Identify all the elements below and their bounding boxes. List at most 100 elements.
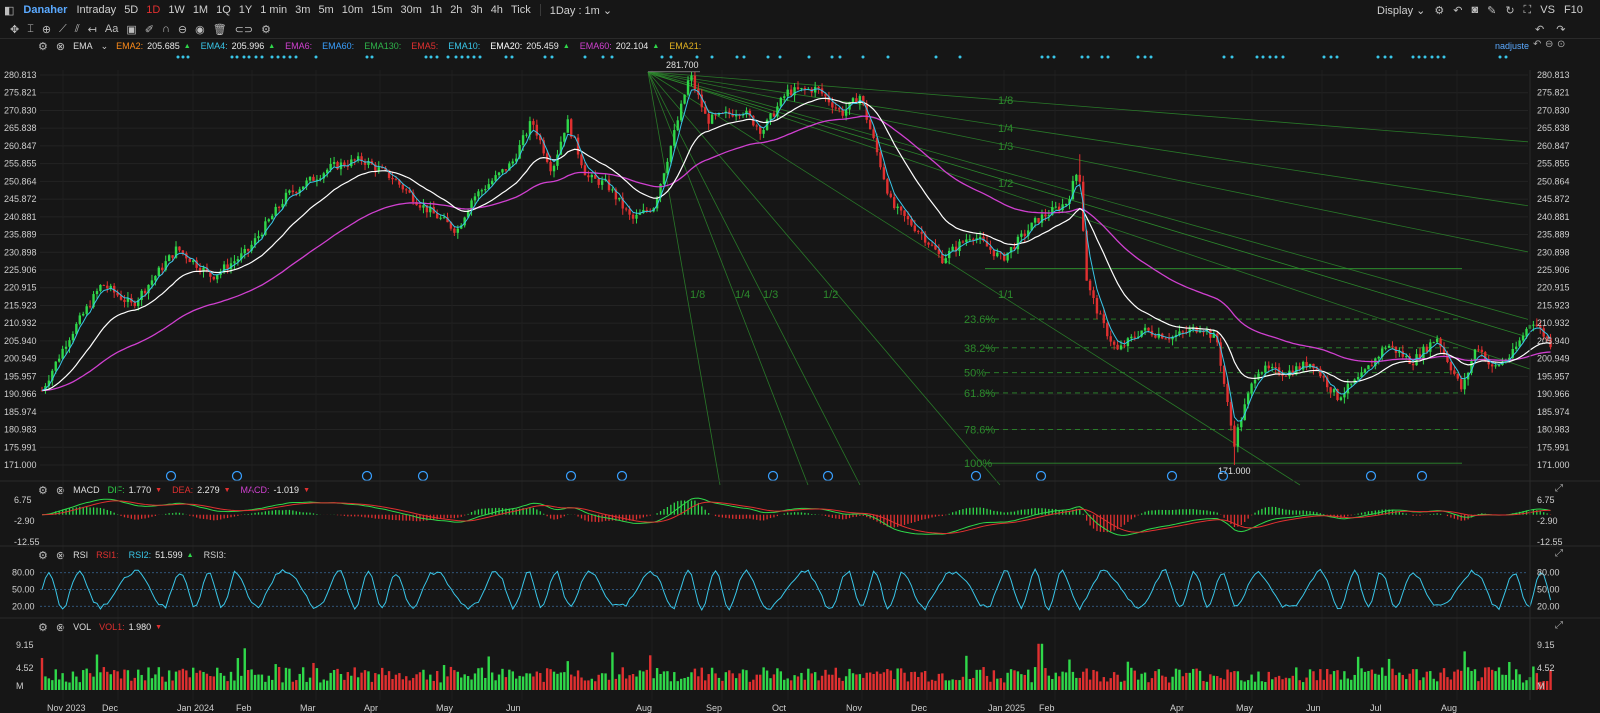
close-icon[interactable]: ⊗ [55,621,66,634]
forward-icon[interactable]: ↷ [1556,23,1566,36]
adjust-label[interactable]: nadjuste [1495,41,1530,51]
legend-item[interactable]: DEA: 2.279 ▼ [172,485,230,495]
channel-icon[interactable]: ⫽ [74,22,80,35]
legend-item[interactable]: RSI1: [96,550,119,560]
expand-icon[interactable]: ⤢ [1555,548,1563,559]
legend-item[interactable]: EMA60: 202.104 ▲ [580,41,660,51]
timeframe-10m[interactable]: 10m [341,4,364,16]
brush-icon[interactable]: ✐ [144,23,154,36]
timeframe-3h[interactable]: 3h [470,4,483,16]
timeframe-1w[interactable]: 1W [168,4,185,16]
timeframe-2h[interactable]: 2h [450,4,463,16]
pen-icon[interactable]: ✎ [1487,4,1497,17]
undo-icon[interactable]: ↶ [1453,4,1463,17]
vs-button[interactable]: VS [1540,4,1555,16]
magnet-icon[interactable]: ∩ [161,23,170,35]
undo-icon[interactable]: ↶ [1533,39,1542,50]
link-icon[interactable]: ⊂⊃ [234,23,254,36]
camera-icon[interactable]: ◙ [1471,4,1479,16]
candle-body [222,264,226,272]
note-icon[interactable]: ▣ [126,23,137,36]
timeframe-5m[interactable]: 5m [318,4,334,16]
settings-icon[interactable]: ⚙ [38,484,48,497]
gear-icon[interactable]: ⚙ [261,23,271,36]
fullscreen-icon[interactable]: ⛶ [1523,3,1532,16]
period-select[interactable]: 1Day : 1m ⌄ [549,4,613,17]
timeframe-tick[interactable]: Tick [510,4,531,16]
candle-body [673,130,676,146]
trend-line-icon[interactable]: ⟋ [59,22,67,35]
timeframe-15m[interactable]: 15m [371,4,393,16]
volume-bar [552,671,556,690]
volume-bar [332,670,336,690]
timeframe-intraday[interactable]: Intraday [76,4,117,16]
event-badge-icon [616,470,628,482]
timeframe-1d[interactable]: 1D [146,4,161,16]
candle-body [497,172,501,176]
legend-item[interactable]: EMA5: [411,41,438,51]
volume-bar [494,680,497,690]
arrow-icon[interactable]: ↤ [87,23,97,36]
minimize-icon[interactable]: ⊖ [1545,39,1554,50]
settings-icon[interactable]: ⚙ [1434,4,1445,17]
cursor-icon[interactable]: ⌶ [27,22,34,35]
close-icon[interactable]: ⊗ [55,40,66,53]
legend-item[interactable]: MACD: -1.019 ▼ [241,485,310,495]
legend-item[interactable]: RSI3: [204,550,227,560]
timeframe-1q[interactable]: 1Q [216,4,231,16]
close-icon[interactable]: ⊗ [55,549,66,562]
text-icon[interactable]: Aa [104,23,119,35]
trash-icon[interactable]: 🗑 [212,23,227,36]
timeframe-1h[interactable]: 1h [429,4,443,16]
indicator-name[interactable]: RSI [73,550,89,560]
timeframe-1y[interactable]: 1Y [238,4,253,16]
legend-item[interactable]: EMA2: 205.685 ▲ [116,41,191,51]
move-icon[interactable]: ✥ [10,23,20,36]
candle-body [1470,361,1473,373]
timeframe-1m[interactable]: 1M [192,4,209,16]
refresh-icon[interactable]: ↻ [1505,4,1515,17]
settings-icon[interactable]: ⚙ [38,40,48,53]
legend-item[interactable]: DIF: 1.770 ▼ [108,485,162,495]
volume-bar [724,672,728,690]
eye-icon[interactable]: ◉ [195,23,205,36]
settings-icon[interactable]: ⚙ [38,549,48,562]
legend-item[interactable]: EMA10: [448,41,480,51]
legend-item[interactable]: VOL1: 1.980 ▼ [99,622,162,632]
indicator-name[interactable]: EMA [73,41,93,51]
expand-icon[interactable]: ⤢ [1555,620,1563,631]
candle-body [1442,346,1446,353]
legend-item[interactable]: EMA4: 205.996 ▲ [201,41,276,51]
restore-icon[interactable]: ⊙ [1557,39,1566,50]
crosshair-icon[interactable]: ⊕ [41,23,52,36]
legend-item[interactable]: EMA6: [285,41,312,51]
display-menu[interactable]: Display ⌄ [1377,4,1426,17]
candle-body [315,179,319,181]
sidebar-toggle-icon[interactable]: ◧ [4,4,15,17]
timeframe-3m[interactable]: 3m [295,4,311,16]
lock-icon[interactable]: ⊖ [177,23,188,36]
volume-bar [968,678,972,690]
legend-item[interactable]: RSI2: 51.599 ▲ [129,550,194,560]
timeframe-5d[interactable]: 5D [124,4,139,16]
volume-bar [109,674,112,690]
legend-item[interactable]: EMA21: [669,41,701,51]
volume-bar [631,673,635,690]
settings-icon[interactable]: ⚙ [38,621,48,634]
timeframe-4h[interactable]: 4h [490,4,503,16]
symbol-name[interactable]: Danaher [23,4,68,16]
legend-item[interactable]: EMA60: [322,41,354,51]
indicator-name[interactable]: MACD [73,485,100,495]
candle-body [789,89,793,96]
timeframe-30m[interactable]: 30m [400,4,422,16]
f10-button[interactable]: F10 [1563,4,1583,16]
back-icon[interactable]: ↶ [1535,23,1545,36]
expand-icon[interactable]: ⤢ [1555,483,1563,494]
timeframe-1-min[interactable]: 1 min [260,4,288,16]
legend-item[interactable]: EMA130: [364,41,401,51]
indicator-name[interactable]: VOL [73,622,92,632]
legend-item[interactable]: EMA20: 205.459 ▲ [490,41,570,51]
chevron-down-icon[interactable]: ⌄ [100,40,109,51]
close-icon[interactable]: ⊗ [55,484,66,497]
